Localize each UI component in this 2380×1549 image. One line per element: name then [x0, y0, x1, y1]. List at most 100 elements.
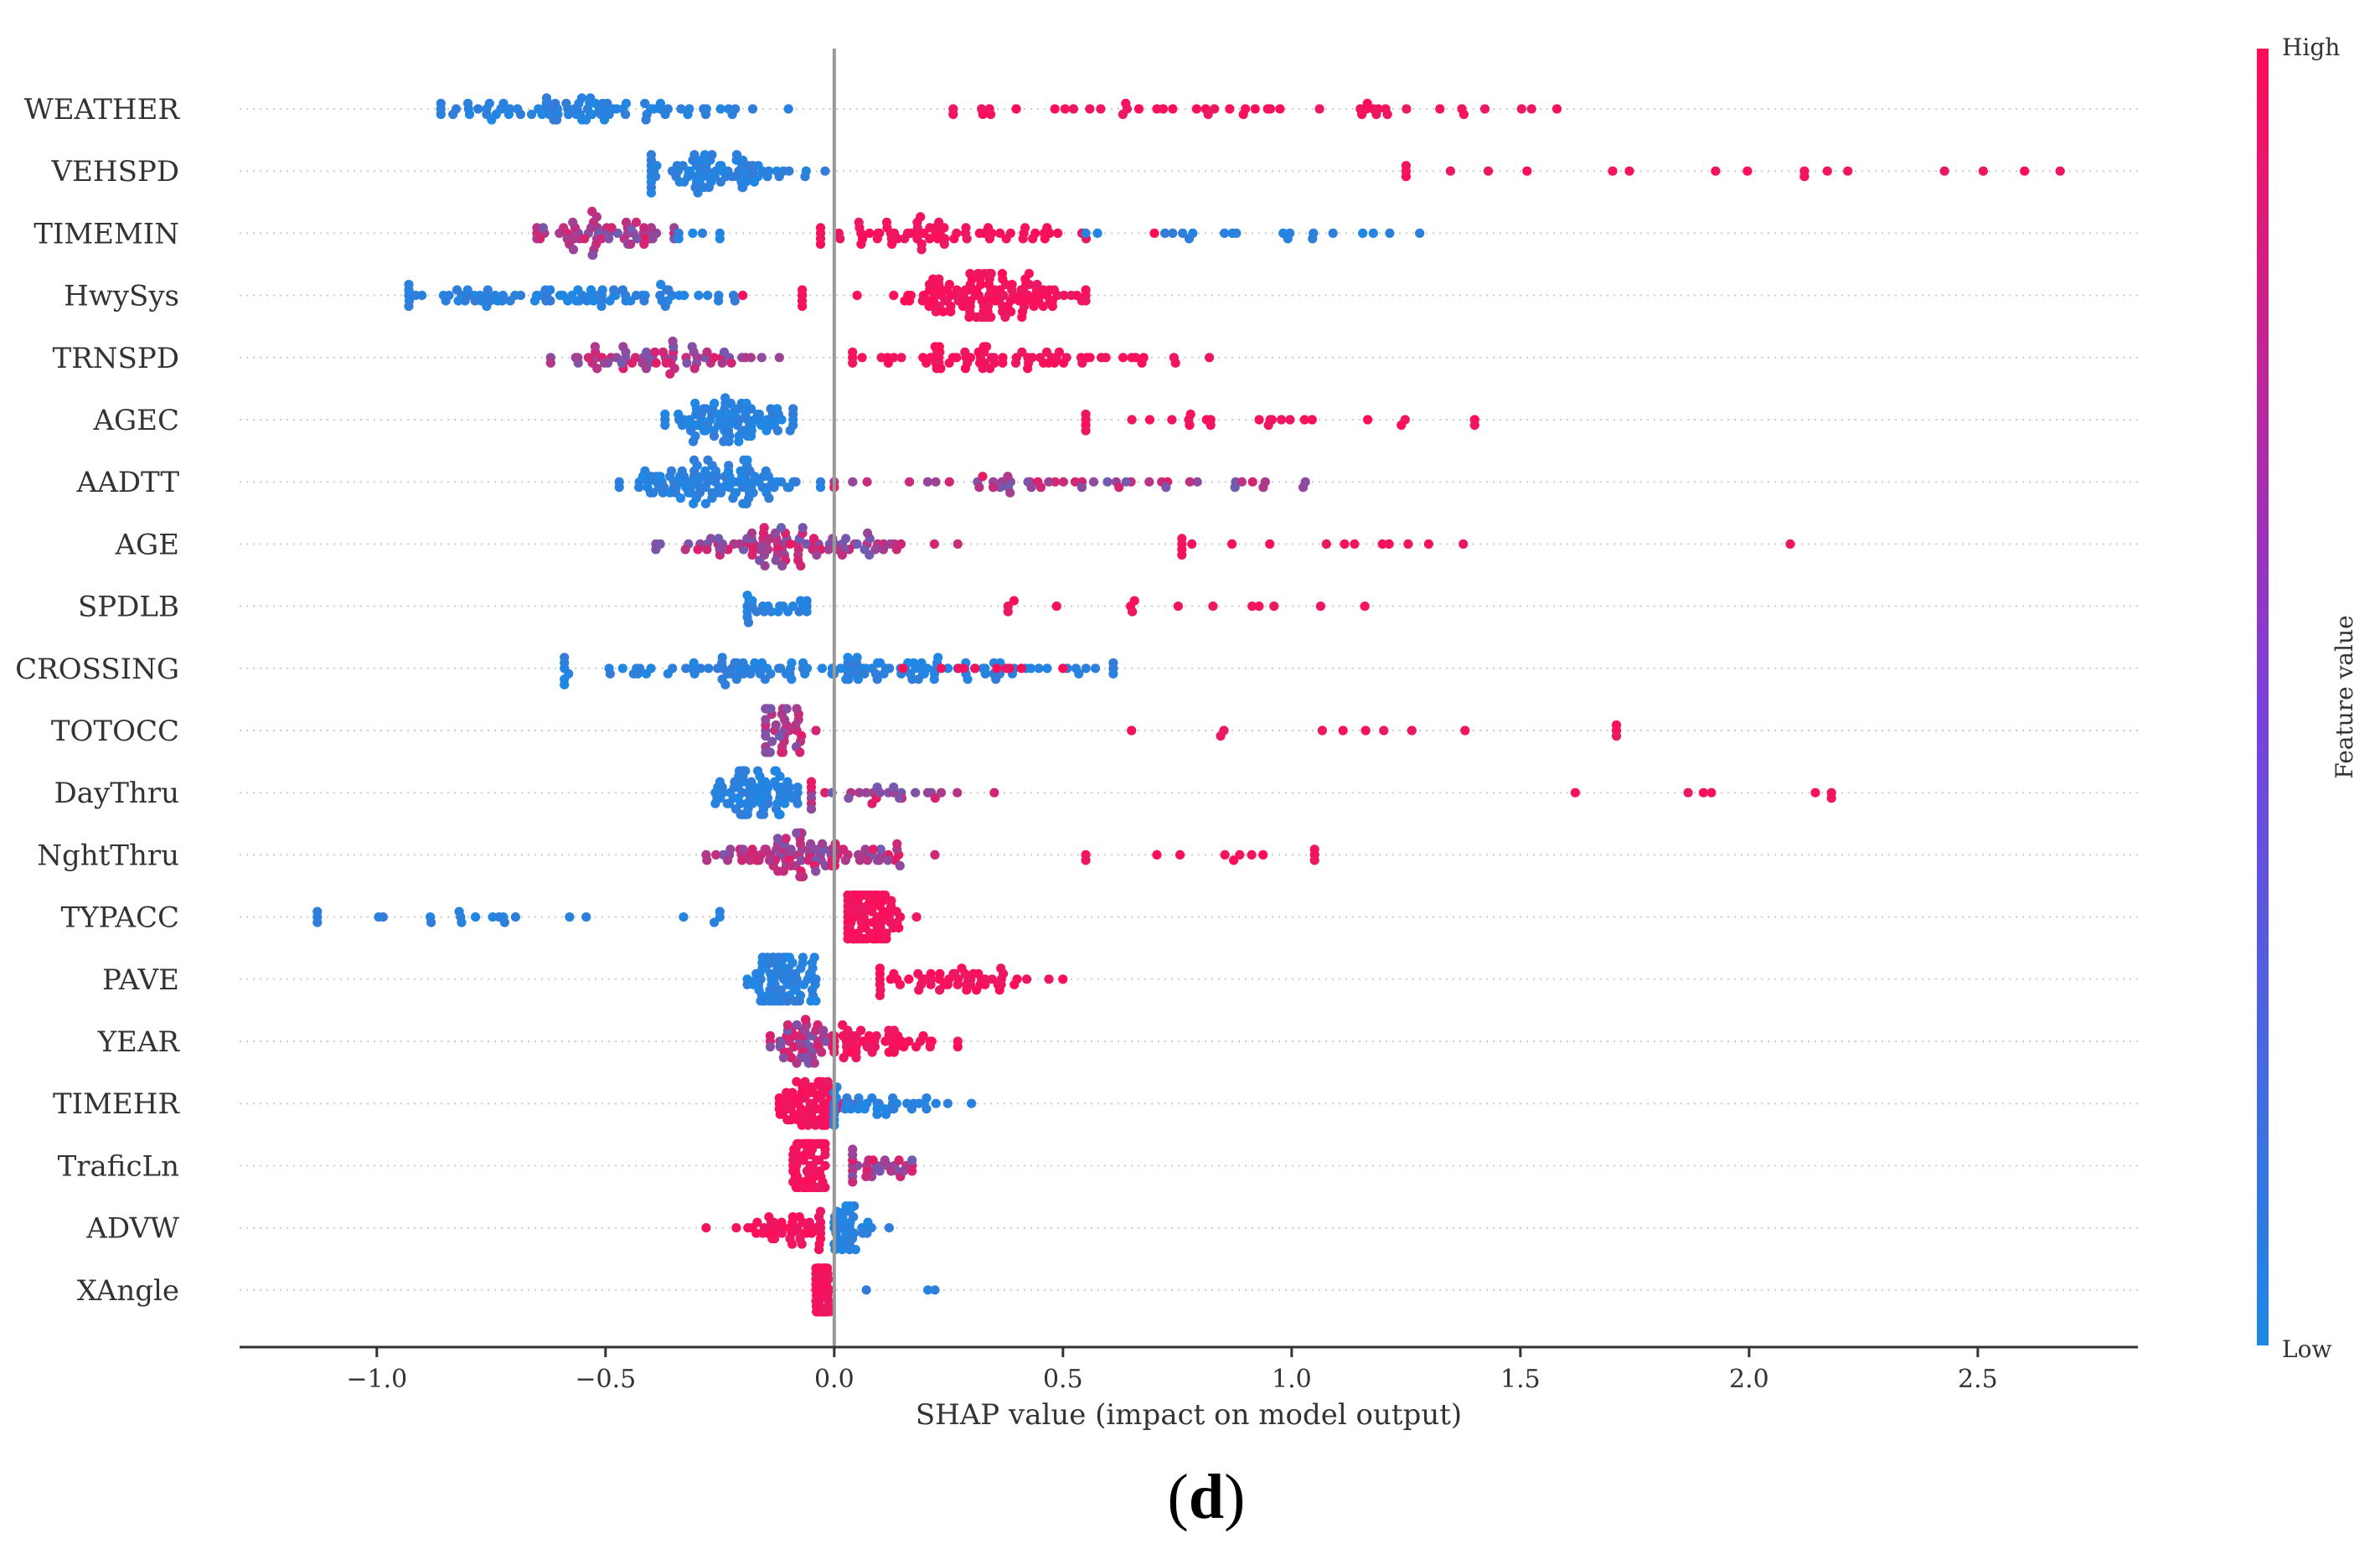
shap-point — [817, 839, 828, 849]
shap-point — [641, 115, 651, 125]
shap-point — [745, 855, 755, 865]
shap-point — [1254, 415, 1264, 425]
shap-point — [762, 172, 772, 182]
shap-point — [1138, 353, 1149, 363]
shap-point — [1225, 104, 1235, 114]
shap-point — [1231, 228, 1242, 238]
shap-point — [1230, 483, 1240, 493]
shap-point — [853, 674, 863, 684]
shap-point — [648, 234, 658, 244]
shap-point — [914, 1098, 924, 1108]
shap-point — [484, 98, 494, 109]
shap-point — [621, 217, 632, 227]
shap-point — [854, 855, 865, 865]
shap-point — [759, 523, 769, 533]
shap-point — [918, 1030, 928, 1041]
shap-point — [911, 912, 922, 922]
shap-point — [978, 109, 988, 120]
shap-point — [731, 150, 742, 160]
shap-point — [874, 855, 885, 865]
shap-point — [1192, 477, 1202, 487]
feature-label: AGE — [114, 528, 179, 561]
shap-point — [777, 1228, 787, 1238]
shap-point — [1144, 415, 1155, 425]
shap-point — [886, 896, 896, 906]
shap-point — [731, 1223, 741, 1233]
shap-point — [990, 296, 1000, 306]
shap-point — [843, 934, 853, 944]
shap-point — [666, 466, 677, 476]
shap-point — [1168, 228, 1178, 238]
shap-point — [805, 1139, 815, 1149]
shap-point — [596, 302, 607, 312]
shap-point — [675, 493, 686, 503]
shap-point — [724, 461, 734, 471]
shap-point — [926, 968, 936, 978]
shap-point — [1018, 234, 1028, 244]
feature-label: DayThru — [54, 777, 179, 810]
shap-point — [723, 855, 733, 865]
shap-point — [840, 1104, 850, 1114]
shap-point — [864, 891, 874, 901]
shap-point — [738, 766, 748, 776]
shap-point — [867, 1047, 877, 1057]
shap-point — [561, 98, 571, 109]
shap-point — [714, 296, 724, 306]
shap-point — [700, 109, 711, 120]
shap-point — [1152, 849, 1162, 860]
shap-point — [924, 302, 934, 312]
shap-point — [929, 674, 939, 684]
shap-point — [987, 974, 997, 984]
shap-point — [786, 1115, 796, 1125]
shap-point — [672, 161, 682, 171]
shap-point — [730, 777, 740, 787]
shap-point — [775, 731, 785, 741]
shap-point — [911, 787, 921, 798]
shap-point — [747, 798, 757, 808]
shap-point — [614, 483, 624, 493]
shap-point — [374, 912, 384, 922]
shap-point — [634, 483, 644, 493]
shap-point — [1314, 104, 1324, 114]
shap-point — [1810, 787, 1820, 798]
shap-point — [996, 963, 1006, 973]
shap-point — [688, 436, 699, 447]
shap-point — [1460, 725, 1470, 736]
shap-point — [1315, 602, 1325, 612]
shap-point — [995, 228, 1005, 238]
shap-point — [770, 528, 781, 539]
colorbar-gradient — [2257, 49, 2269, 1345]
shap-point — [767, 607, 777, 617]
shap-point — [761, 426, 772, 436]
feature-label: TOTOCC — [51, 715, 179, 748]
shap-point — [1403, 539, 1413, 550]
shap-point — [862, 477, 872, 487]
shap-point — [1178, 228, 1188, 238]
shap-point — [800, 1077, 810, 1087]
shap-point — [798, 302, 808, 312]
shap-point — [1081, 855, 1091, 865]
shap-point — [781, 834, 791, 844]
shap-point — [789, 1144, 799, 1154]
shap-point — [710, 917, 720, 927]
shap-point — [1624, 166, 1634, 176]
shap-point — [764, 1212, 774, 1222]
shap-point — [563, 296, 573, 306]
shap-point — [705, 534, 716, 544]
shap-point — [586, 285, 596, 295]
shap-point — [1011, 104, 1021, 114]
shap-point — [759, 607, 769, 617]
shap-point — [1385, 228, 1395, 238]
shap-point — [715, 177, 725, 187]
shap-point — [661, 358, 671, 368]
shap-point — [848, 1177, 858, 1187]
shap-point — [583, 353, 594, 363]
shap-point — [786, 860, 796, 870]
shap-point — [1208, 602, 1218, 612]
shap-point — [1229, 855, 1239, 865]
shap-point — [965, 353, 976, 363]
shap-point — [1458, 539, 1469, 550]
shap-point — [660, 302, 670, 312]
shap-point — [1483, 166, 1494, 176]
shap-point — [867, 1093, 877, 1103]
